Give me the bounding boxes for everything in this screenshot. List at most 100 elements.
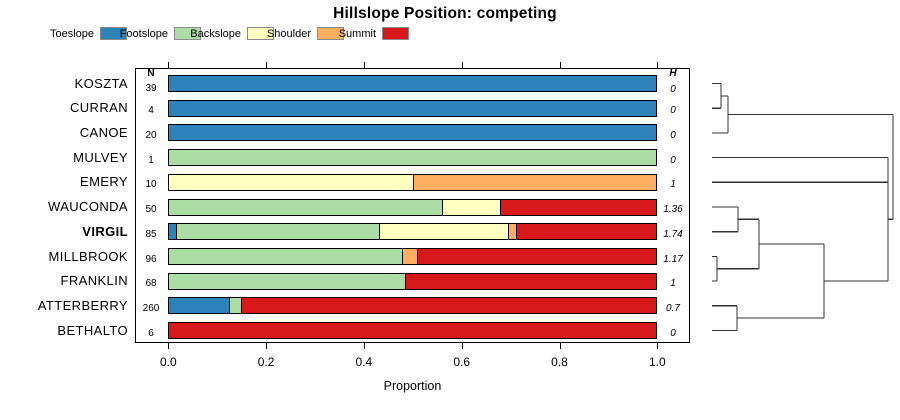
bar xyxy=(168,173,658,191)
bar-segment-shoulder xyxy=(508,224,517,240)
h-value: 1 xyxy=(670,278,676,290)
n-value: 39 xyxy=(145,82,157,94)
legend-swatch xyxy=(382,27,409,40)
n-value: 68 xyxy=(145,278,157,290)
row-label: CURRAN xyxy=(69,100,128,116)
bar-segment-backslope xyxy=(169,174,413,190)
bar-segment-toeslope xyxy=(169,125,657,141)
x-tick-bottom xyxy=(266,343,268,349)
bar-segment-shoulder xyxy=(402,249,418,265)
row-label: VIRGIL xyxy=(82,223,128,239)
bar xyxy=(168,99,658,117)
dendrogram xyxy=(712,82,894,332)
row-label: WAUCONDA xyxy=(48,199,128,215)
h-value: 0.7 xyxy=(666,302,680,314)
bar-segment-toeslope xyxy=(169,76,657,91)
legend-swatch xyxy=(247,27,274,40)
bar xyxy=(168,297,658,315)
legend-item: Summit xyxy=(297,26,409,41)
legend-item: Shoulder xyxy=(232,26,344,41)
x-tick-top xyxy=(657,62,659,68)
plot-area xyxy=(135,68,690,343)
bar xyxy=(168,272,658,290)
row-label: ATTERBERRY xyxy=(37,297,128,313)
x-tick-bottom xyxy=(168,343,170,349)
bar-segment-summit xyxy=(169,323,657,339)
row-label: MILLBROOK xyxy=(48,248,128,264)
row-label: BETHALTO xyxy=(57,322,128,338)
h-value: 0 xyxy=(670,129,676,141)
bar xyxy=(168,223,658,241)
bar-segment-footslope xyxy=(176,224,379,240)
bar-segment-footslope xyxy=(229,298,241,314)
n-value: 6 xyxy=(148,327,154,339)
x-tick-label: 0.2 xyxy=(257,355,275,369)
legend-label: Shoulder xyxy=(266,27,311,40)
bar-segment-toeslope xyxy=(169,224,177,240)
h-value: 0 xyxy=(670,105,676,117)
bar xyxy=(168,198,658,216)
x-tick-label: 0.8 xyxy=(551,355,568,369)
bar-segment-summit xyxy=(500,199,657,215)
n-value: 85 xyxy=(145,228,157,240)
legend-swatch xyxy=(100,27,127,40)
x-tick-top xyxy=(461,62,463,68)
legend-swatch xyxy=(317,27,344,40)
x-tick-bottom xyxy=(461,343,463,349)
bar-segment-footslope xyxy=(169,249,403,265)
h-column-header: H xyxy=(669,68,677,79)
h-value: 1 xyxy=(670,179,676,191)
n-value: 20 xyxy=(145,129,157,141)
x-tick-top xyxy=(168,62,170,68)
bar-segment-summit xyxy=(240,298,657,314)
n-value: 4 xyxy=(148,105,154,117)
legend-label: Toeslope xyxy=(49,27,94,40)
h-value: 1.36 xyxy=(663,204,683,216)
bar-segment-footslope xyxy=(169,273,406,289)
bar-segment-footslope xyxy=(169,199,443,215)
row-label: FRANKLIN xyxy=(60,273,128,289)
bar-segment-toeslope xyxy=(169,298,230,314)
h-value: 1.74 xyxy=(663,228,683,240)
chart-title: Hillslope Position: competing xyxy=(333,5,557,22)
row-label: EMERY xyxy=(80,174,128,190)
bar-segment-summit xyxy=(417,249,657,265)
bar xyxy=(168,75,658,92)
legend-label: Summit xyxy=(338,27,376,40)
n-value: 50 xyxy=(145,204,157,216)
row-label: CANOE xyxy=(79,124,128,140)
x-tick-label: 0.4 xyxy=(355,355,373,369)
legend-swatch xyxy=(174,27,201,40)
row-label: MULVEY xyxy=(73,149,128,165)
x-axis-label: Proportion xyxy=(383,379,442,393)
x-tick-bottom xyxy=(363,343,365,349)
n-column-header: N xyxy=(147,68,155,79)
n-value: 10 xyxy=(145,179,157,191)
legend-label: Backslope xyxy=(190,27,241,40)
bar xyxy=(168,124,658,142)
h-value: 0 xyxy=(670,154,676,166)
n-value: 1 xyxy=(148,154,154,166)
bar-segment-shoulder xyxy=(412,174,657,190)
bar xyxy=(168,322,658,340)
legend-label: Footslope xyxy=(119,27,168,40)
bar-segment-backslope xyxy=(378,224,509,240)
bar-segment-footslope xyxy=(169,150,657,166)
bar-segment-toeslope xyxy=(169,100,657,116)
x-tick-top xyxy=(266,62,268,68)
bar xyxy=(168,248,658,266)
x-tick-label: 1.0 xyxy=(648,355,666,369)
row-label: KOSZTA xyxy=(74,75,128,91)
h-value: 1.17 xyxy=(663,253,683,265)
legend-item: Backslope xyxy=(162,26,274,41)
h-value: 0 xyxy=(670,83,676,95)
bar-segment-summit xyxy=(516,224,657,240)
n-value: 260 xyxy=(142,302,160,314)
legend-item: Footslope xyxy=(89,26,201,41)
bar xyxy=(168,149,658,167)
x-tick-bottom xyxy=(559,343,561,349)
x-tick-top xyxy=(363,62,365,68)
bar-segment-summit xyxy=(405,273,657,289)
x-tick-label: 0.0 xyxy=(159,355,177,369)
